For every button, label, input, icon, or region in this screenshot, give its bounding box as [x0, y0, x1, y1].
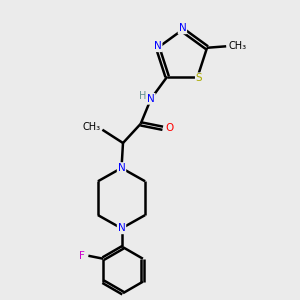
Text: F: F [79, 251, 85, 261]
Text: CH₃: CH₃ [228, 41, 246, 51]
Text: N: N [147, 94, 155, 104]
Text: N: N [154, 41, 162, 51]
Text: S: S [196, 73, 202, 83]
Text: H: H [139, 92, 146, 101]
Text: O: O [165, 123, 173, 133]
Text: N: N [118, 224, 125, 233]
Text: N: N [118, 163, 125, 173]
Text: N: N [178, 23, 186, 33]
Text: CH₃: CH₃ [82, 122, 100, 132]
